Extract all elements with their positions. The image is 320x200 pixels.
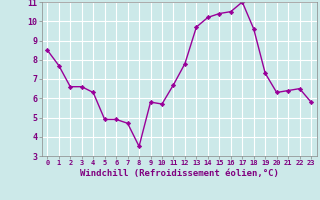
X-axis label: Windchill (Refroidissement éolien,°C): Windchill (Refroidissement éolien,°C) [80, 169, 279, 178]
